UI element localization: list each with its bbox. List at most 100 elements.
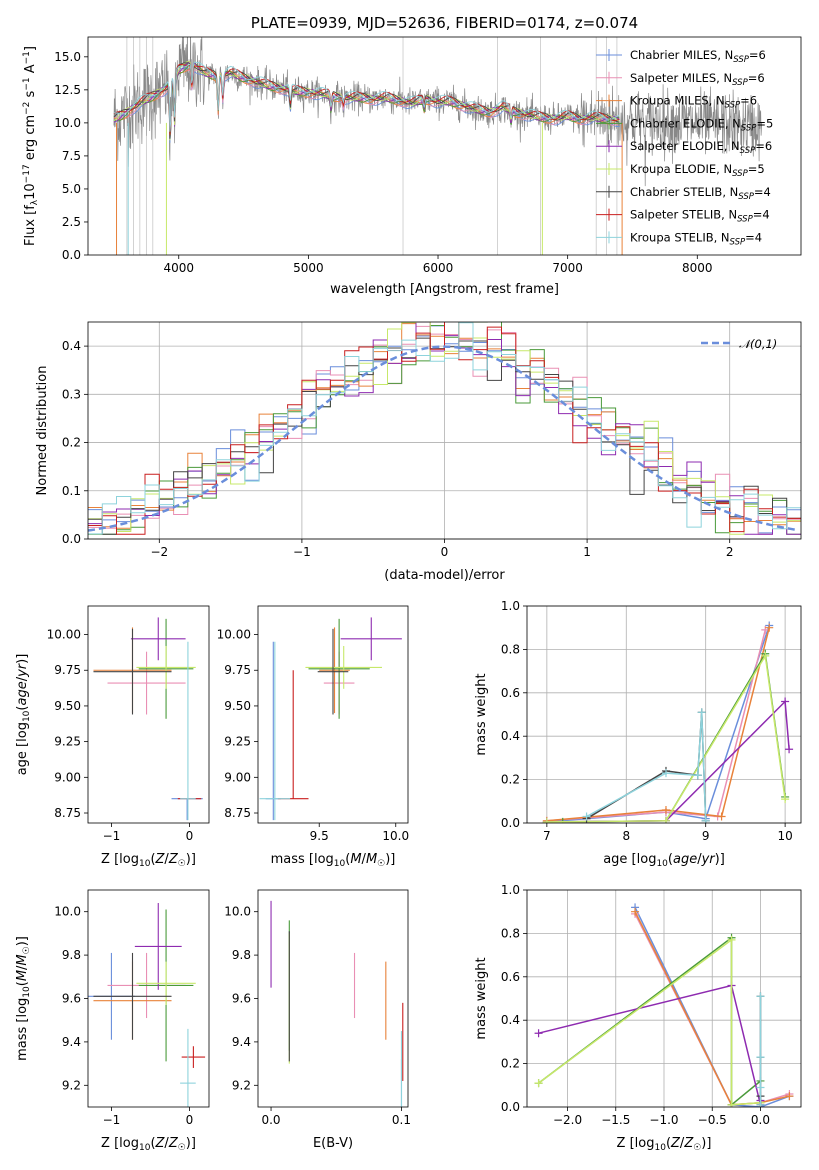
weight-vs-age-point-marker [661, 805, 670, 814]
spectrum-xtick-label: 7000 [552, 261, 583, 275]
residuals-xtick-label: 1 [583, 545, 591, 559]
weight-vs-age-series-line [546, 625, 770, 823]
age-vs-mass-ytick-label: 8.75 [224, 806, 251, 820]
weight-vs-age-point-marker [661, 816, 670, 823]
age-vs-Z-ytick-label: 10.00 [47, 628, 81, 642]
spectrum-plot-area [113, 37, 763, 255]
spectrum-ytick-label: 7.5 [62, 149, 81, 163]
mass-vs-Z-ylabel: mass [log10(M/M☉)] [15, 936, 32, 1061]
age-vs-Z-xtick-label: −1 [103, 829, 121, 843]
weight-vs-age-ytick-label: 0.2 [501, 773, 520, 787]
mass-vs-Z-ytick-label: 9.4 [62, 1035, 81, 1049]
weight-vs-Z-xtick-label: −0.5 [698, 1113, 727, 1127]
residuals-panel: −2 −1 0 1 2 0.0 0.1 0.2 0.3 0.4 (data-model)/error… [35, 321, 802, 583]
weight-vs-age-series-line [546, 653, 786, 823]
weight-vs-Z-series-line [538, 938, 761, 1106]
weight-vs-age-point-marker [781, 697, 790, 706]
mass-vs-ebv-ytick-label: 9.4 [232, 1035, 251, 1049]
weight-vs-Z-point-marker [631, 907, 640, 916]
spectrum-panel: 4000 5000 6000 7000 8000 0.0 2.5 5.0 7.5 10.0 12.5… [22, 14, 802, 297]
weight-vs-age-panel: 7 8 9 10 0.0 0.2 0.4 0.6 0.8 1.0 age [log10(age/yr… [474, 599, 802, 869]
residuals-plot-area [88, 322, 801, 535]
residuals-gaussian-line [88, 345, 799, 532]
weight-vs-age-xtick-label: 9 [702, 829, 710, 843]
weight-vs-Z-point-marker [756, 992, 765, 1001]
spectrum-model-line [113, 62, 620, 139]
weight-vs-Z-point-marker [534, 1029, 543, 1038]
residuals-ylabel: Normed distribution [35, 366, 50, 496]
mass-vs-Z-ytick-label: 9.2 [62, 1078, 81, 1092]
weight-vs-age-series-line [546, 699, 790, 823]
spectrum-ytick-label: 10.0 [54, 116, 81, 130]
spectrum-legend-label: Salpeter STELIB, NSSP=4 [630, 208, 770, 225]
spectrum-legend-label: Kroupa ELODIE, NSSP=5 [630, 162, 765, 179]
age-vs-mass-ytick-label: 9.50 [224, 699, 251, 713]
weight-vs-age-point-marker [765, 623, 774, 632]
weight-vs-Z-ytick-label: 0.0 [501, 1100, 520, 1114]
age-vs-mass-ytick-label: 9.00 [224, 770, 251, 784]
residuals-xlabel: (data-model)/error [384, 568, 505, 583]
age-vs-mass-frame [257, 605, 409, 824]
weight-vs-age-point-marker [701, 816, 710, 823]
spectrum-title: PLATE=0939, MJD=52636, FIBERID=0174, z=0… [251, 14, 638, 32]
mass-vs-Z-ytick-label: 9.6 [62, 992, 81, 1006]
weight-vs-age-ytick-label: 0.8 [501, 642, 520, 656]
weight-vs-Z-xtick-label: 0.0 [751, 1113, 770, 1127]
weight-vs-age-plot-area [542, 621, 794, 823]
age-vs-Z-ytick-label: 9.50 [54, 699, 81, 713]
weight-vs-Z-ytick-label: 0.4 [501, 1013, 520, 1027]
age-vs-Z-ytick-label: 8.75 [54, 806, 81, 820]
mass-vs-Z-plot-area [88, 903, 206, 1107]
spectrum-legend-label: Kroupa STELIB, NSSP=4 [630, 230, 762, 247]
spectrum-ytick-label: 5.0 [62, 182, 81, 196]
weight-vs-age-ytick-label: 1.0 [501, 599, 520, 613]
residuals-xtick-label: 0 [441, 545, 449, 559]
mass-vs-Z-xtick-label: −1 [103, 1113, 121, 1127]
spectrum-legend-label: Chabrier STELIB, NSSP=4 [630, 185, 771, 202]
spectrum-ytick-label: 12.5 [54, 83, 81, 97]
residuals-xtick-label: −1 [293, 545, 311, 559]
mass-vs-ebv-xtick-label: 0.0 [261, 1113, 280, 1127]
mass-vs-ebv-plot-area [270, 900, 404, 1107]
age-vs-mass-panel: 9.5 10.0 8.75 9.00 9.25 9.50 9.75 10.00 mass [lo… [217, 605, 409, 869]
weight-vs-Z-xlabel: Z [log10(Z/Z☉)] [617, 1136, 712, 1153]
weight-vs-age-series-line [546, 627, 770, 822]
weight-vs-age-series-line [586, 712, 707, 821]
residuals-ytick-label: 0.1 [62, 484, 81, 498]
age-vs-Z-frame [87, 605, 210, 824]
mass-vs-ebv-ytick-label: 9.6 [232, 992, 251, 1006]
weight-vs-Z-point-marker [756, 1100, 765, 1107]
residuals-ytick-label: 0.0 [62, 532, 81, 546]
residuals-frame [87, 321, 802, 540]
age-vs-mass-xtick-label: 10.0 [382, 829, 409, 843]
age-vs-mass-xlabel: mass [log10(M/M☉)] [271, 852, 396, 869]
age-vs-mass-plot-area [259, 617, 402, 821]
mass-vs-Z-xtick-label: 0 [186, 1113, 194, 1127]
weight-vs-Z-panel: −2.0 −1.5 −1.0 −0.5 0.0 0.0 0.2 0.4 0.6 0.8 1.0 Z [… [474, 883, 802, 1153]
mass-vs-ebv-ytick-label: 9.8 [232, 948, 251, 962]
spectrum-xtick-label: 6000 [423, 261, 454, 275]
spectrum-legend-label: Salpeter MILES, NSSP=6 [630, 71, 765, 88]
weight-vs-age-xlabel: age [log10(age/yr)] [603, 852, 725, 869]
mass-vs-Z-panel: −1 0 9.2 9.4 9.6 9.8 10.0 Z [log10(Z/Z☉)] mass [… [15, 889, 210, 1153]
mass-vs-Z-xlabel: Z [log10(Z/Z☉)] [101, 1136, 196, 1153]
mass-vs-ebv-xtick-label: 0.1 [392, 1113, 411, 1127]
age-vs-Z-ytick-label: 9.75 [54, 663, 81, 677]
residuals-hist-line [88, 322, 801, 535]
weight-vs-age-ytick-label: 0.6 [501, 686, 520, 700]
age-vs-Z-xlabel: Z [log10(Z/Z☉)] [101, 852, 196, 869]
age-vs-Z-ytick-label: 9.25 [54, 735, 81, 749]
weight-vs-Z-ylabel: mass weight [474, 957, 489, 1039]
weight-vs-age-point-marker [661, 769, 670, 778]
spectrum-xtick-label: 5000 [293, 261, 324, 275]
weight-vs-Z-point-marker [727, 935, 736, 944]
mass-vs-ebv-ytick-label: 9.2 [232, 1078, 251, 1092]
weight-vs-Z-ytick-label: 0.2 [501, 1057, 520, 1071]
age-vs-mass-xtick-label: 9.5 [310, 829, 329, 843]
weight-vs-age-point-marker [781, 795, 790, 804]
weight-vs-Z-series-line [538, 984, 762, 1105]
weight-vs-age-ytick-label: 0.4 [501, 729, 520, 743]
weight-vs-age-series-line [546, 629, 767, 822]
spectrum-xtick-label: 8000 [682, 261, 713, 275]
